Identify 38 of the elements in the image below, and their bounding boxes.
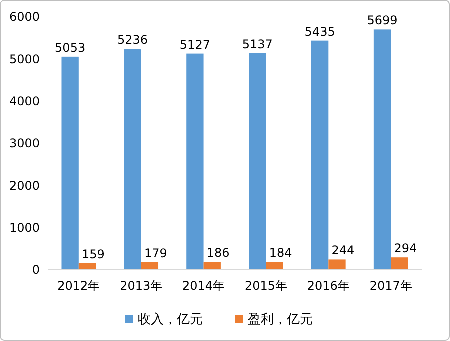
y-tick-label: 5000: [9, 52, 40, 66]
data-label: 5137: [242, 37, 273, 52]
x-tick-label: 2017年: [370, 279, 412, 293]
bar: [328, 260, 346, 270]
data-label: 244: [332, 244, 355, 258]
data-label: 159: [82, 247, 105, 262]
y-tick-label: 3000: [9, 136, 40, 151]
bar: [391, 258, 408, 270]
x-tick-label: 2016年: [307, 279, 350, 293]
x-tick-label: 2012年: [58, 279, 100, 293]
y-tick-label: 2000: [9, 178, 40, 193]
y-tick-label: 4000: [9, 94, 40, 109]
x-tick-label: 2015年: [244, 279, 288, 293]
data-label: 5236: [117, 33, 148, 48]
data-label: 5435: [304, 24, 336, 39]
y-tick-label: 6000: [9, 10, 40, 24]
data-label: 179: [144, 246, 168, 260]
bar: [186, 54, 204, 270]
y-tick-label: 1000: [9, 221, 40, 236]
bar: [124, 49, 142, 270]
data-label: 294: [394, 242, 418, 256]
x-tick-label: 2013年: [120, 279, 163, 293]
bar: [204, 262, 221, 270]
bar: [266, 262, 284, 270]
legend-label: 收入，亿元: [138, 312, 203, 328]
bar: [311, 40, 329, 270]
data-label: 184: [269, 246, 292, 260]
data-label: 186: [206, 246, 230, 260]
x-tick-label: 2014年: [182, 279, 226, 293]
data-label: 5127: [180, 38, 210, 52]
bar: [62, 56, 79, 270]
bar: [374, 30, 392, 270]
bar: [141, 262, 159, 270]
data-label: 5053: [55, 40, 86, 55]
data-label: 5699: [367, 14, 398, 28]
bar: [249, 53, 266, 270]
y-tick-label: 0: [32, 263, 40, 278]
legend-label: 盈利，亿元: [248, 312, 313, 328]
